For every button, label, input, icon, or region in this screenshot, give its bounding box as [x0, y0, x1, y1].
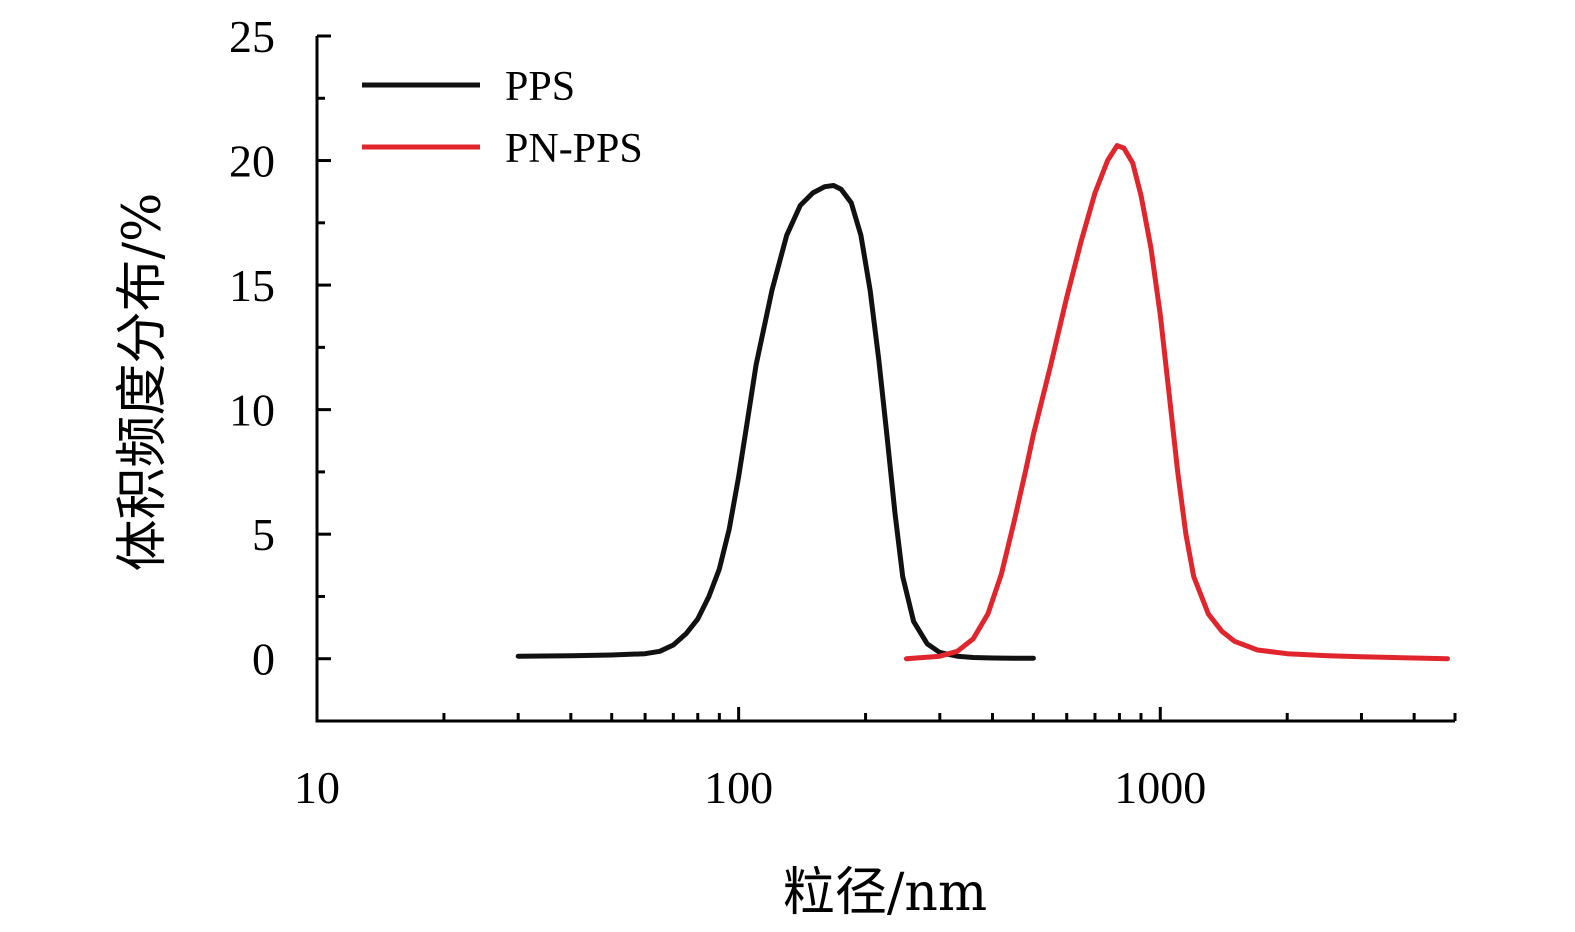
y-tick-label: 0	[252, 634, 275, 685]
y-axis-title: 体积频度分布/%	[113, 193, 173, 572]
ticks: 0 5 10 15 20 25 10 100 1000	[229, 11, 1457, 813]
legend-label-1: PN-PPS	[505, 126, 643, 172]
y-tick-label: 15	[229, 260, 275, 311]
x-tick-label: 100	[704, 762, 773, 813]
y-tick-label: 25	[229, 11, 275, 62]
x-tick-label: 1000	[1114, 762, 1206, 813]
legend-label-0: PPS	[505, 64, 575, 110]
legend: PPS PN-PPS	[362, 64, 643, 172]
x-axis-title: 粒径/nm	[783, 863, 987, 923]
series-line-0	[515, 183, 1036, 661]
x-tick-label: 10	[294, 762, 340, 813]
series-line-1	[903, 143, 1450, 662]
plot-area	[515, 143, 1450, 662]
y-tick-label: 5	[252, 509, 275, 560]
y-tick-label: 20	[229, 136, 275, 187]
axes	[315, 36, 1455, 723]
y-tick-label: 10	[229, 385, 275, 436]
